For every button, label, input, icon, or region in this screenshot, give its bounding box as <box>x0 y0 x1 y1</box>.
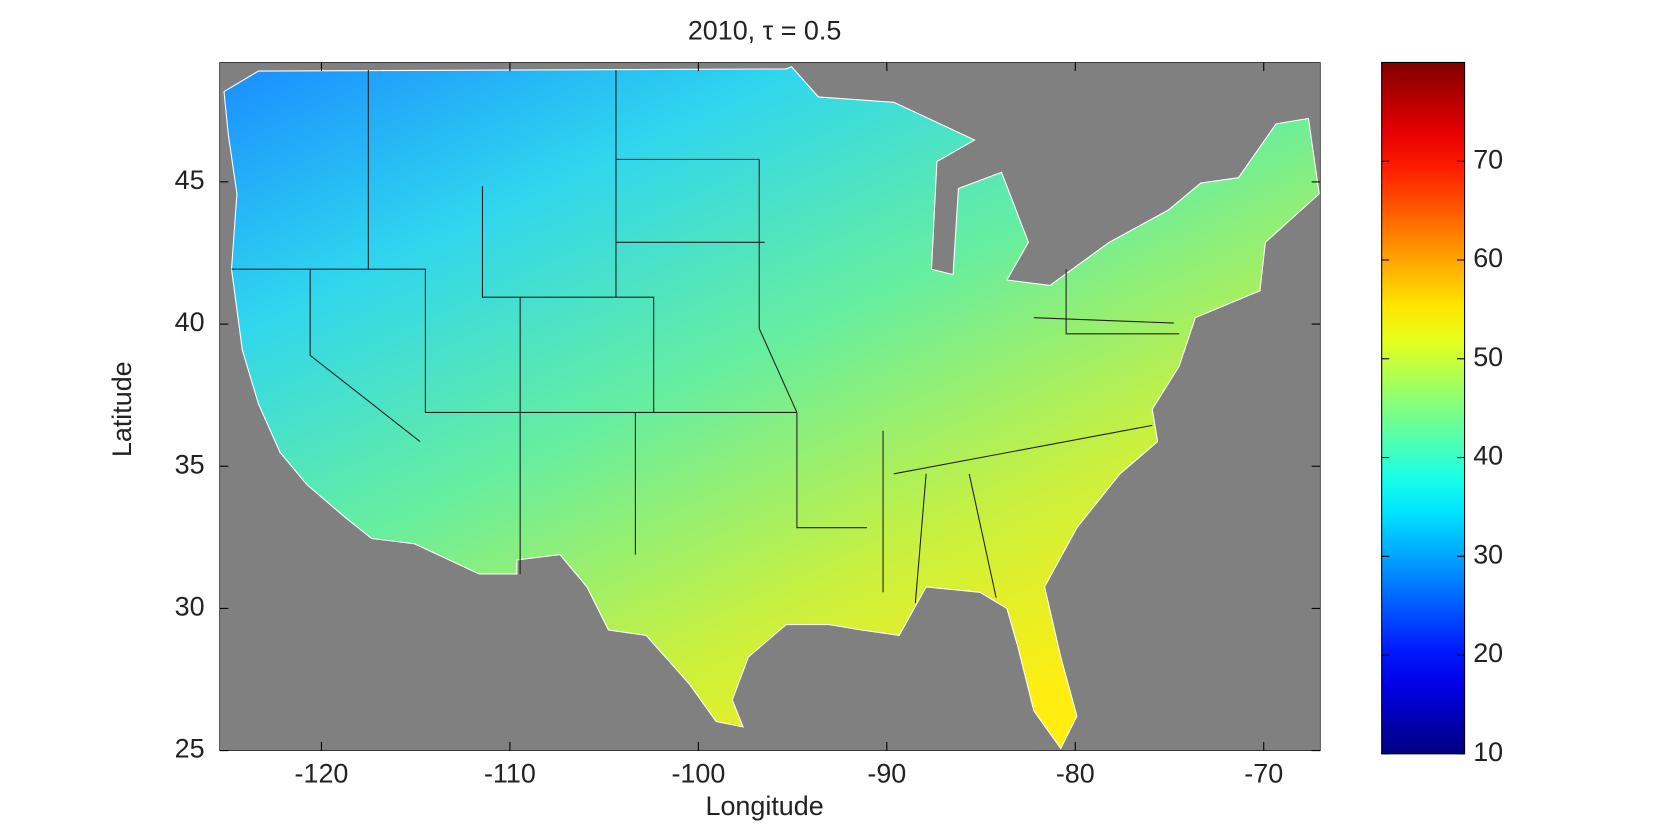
us-field <box>223 66 1320 750</box>
colorbar-tick-label: 50 <box>1473 342 1503 372</box>
y-tick-label: 45 <box>175 165 205 195</box>
colorbar-tick-label: 20 <box>1473 638 1503 668</box>
x-tick-label: -70 <box>1244 758 1283 788</box>
colorbar-tick-label: 30 <box>1473 539 1503 569</box>
state-borders <box>231 69 1180 604</box>
plot-frame <box>219 62 1321 751</box>
x-tick-label: -100 <box>671 758 725 788</box>
y-tick-label: 25 <box>175 734 205 764</box>
y-tick-label: 35 <box>175 449 205 479</box>
x-tick-label: -90 <box>867 758 906 788</box>
x-axis-label: Longitude <box>705 791 823 821</box>
y-tick-label: 40 <box>175 307 205 337</box>
y-tick-label: 30 <box>175 592 205 622</box>
colorbar-tick-label: 40 <box>1473 441 1503 471</box>
y-axis-label: Latitude <box>107 361 137 457</box>
x-tick-label: -80 <box>1056 758 1095 788</box>
colorbar-tick-label: 10 <box>1473 737 1503 767</box>
x-tick-label: -120 <box>295 758 349 788</box>
chart-title: 2010, τ = 0.5 <box>688 15 842 45</box>
colorbar-tick-label: 70 <box>1473 144 1503 174</box>
figure-group: 2010, τ = 0.5 Longitude Latitude -120 -11… <box>107 15 1503 820</box>
x-tick-label: -110 <box>484 758 536 788</box>
colorbar-tick-label: 60 <box>1473 243 1503 273</box>
colorbar <box>1381 61 1466 755</box>
